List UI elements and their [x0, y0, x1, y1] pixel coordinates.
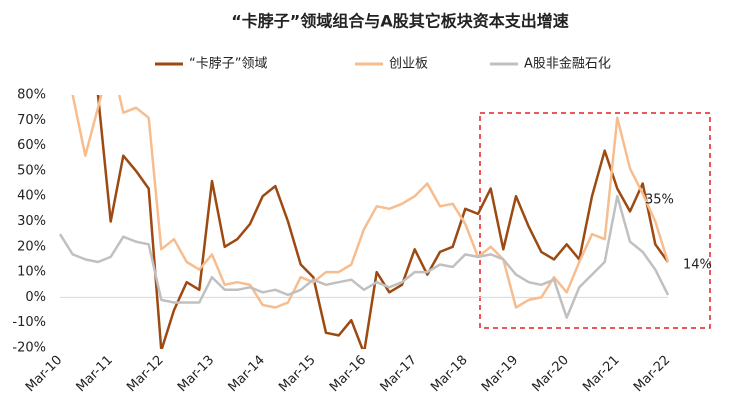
x-tick-label: Mar-15 — [276, 353, 318, 395]
legend-label: “卡脖子”领域 — [189, 56, 267, 72]
y-tick-label: 40% — [17, 189, 46, 204]
y-tick-label: 10% — [17, 265, 46, 280]
x-tick-label: Mar-19 — [479, 353, 521, 395]
x-tick-label: Mar-22 — [631, 353, 673, 395]
chart-title: “卡脖子”领域组合与A股其它板块资本支出增速 — [231, 12, 568, 31]
y-tick-label: 80% — [17, 88, 46, 103]
series-line — [71, 95, 670, 309]
annotation: 14% — [683, 258, 712, 273]
y-tick-label: -10% — [12, 315, 46, 330]
x-tick-label: Mar-10 — [23, 353, 65, 395]
series-line — [96, 95, 670, 349]
y-tick-label: 60% — [17, 138, 46, 153]
x-tick-label: Mar-21 — [580, 353, 622, 395]
legend-label: 创业板 — [389, 57, 428, 72]
x-tick-label: Mar-14 — [226, 353, 268, 395]
series-line — [58, 194, 670, 319]
x-tick-label: Mar-17 — [378, 353, 420, 395]
x-tick-label: Mar-11 — [74, 353, 116, 395]
x-tick-label: Mar-20 — [530, 353, 572, 395]
highlight-box — [479, 112, 711, 329]
y-tick-label: 70% — [17, 113, 46, 128]
x-tick-label: Mar-18 — [428, 353, 470, 395]
y-tick-label: 0% — [25, 290, 46, 305]
y-tick-label: 50% — [17, 163, 46, 178]
x-tick-label: Mar-13 — [175, 353, 217, 395]
x-tick-label: Mar-16 — [327, 353, 369, 395]
x-tick-label: Mar-12 — [124, 353, 166, 395]
y-tick-label: 20% — [17, 239, 46, 254]
y-tick-label: -20% — [12, 341, 46, 356]
y-tick-label: 30% — [17, 214, 46, 229]
annotation: 35% — [645, 193, 674, 208]
plot-lines — [58, 95, 670, 349]
legend-label: A股非金融石化 — [524, 56, 611, 72]
